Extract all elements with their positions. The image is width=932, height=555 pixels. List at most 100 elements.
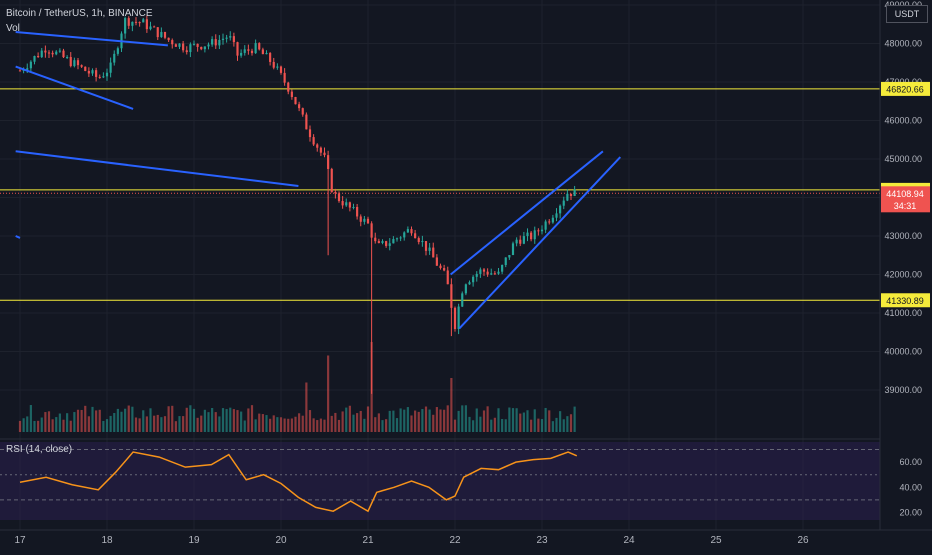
candle-body <box>526 232 529 237</box>
volume-bar <box>203 409 206 432</box>
volume-bars <box>18 342 576 432</box>
volume-bar <box>87 416 90 432</box>
volume-bar <box>508 407 511 432</box>
volume-bar <box>555 417 558 432</box>
volume-bar <box>174 421 177 432</box>
candle-body <box>475 273 478 277</box>
candle-body <box>399 237 402 239</box>
volume-bar <box>479 416 482 432</box>
volume-bar <box>95 410 98 432</box>
y-tick-label: 45000.00 <box>884 154 922 164</box>
candle-body <box>203 46 206 50</box>
volume-bar <box>559 411 562 432</box>
volume-bar <box>109 415 112 432</box>
volume-bar <box>18 420 22 432</box>
volume-bar <box>189 405 192 432</box>
candle-body <box>95 70 98 77</box>
volume-bar <box>102 420 105 432</box>
y-tick-label: 42000.00 <box>884 270 922 280</box>
candle-body <box>482 269 486 272</box>
volume-bar <box>120 411 123 432</box>
volume-bar <box>403 409 406 432</box>
volume-bar <box>399 408 402 432</box>
candle-body <box>279 66 283 73</box>
candle-body <box>142 19 145 23</box>
candle-body <box>530 232 533 240</box>
volume-bar <box>526 410 529 432</box>
y-tick-label: 46000.00 <box>884 116 922 126</box>
volume-bar <box>453 419 457 432</box>
level-lines <box>0 88 880 301</box>
volume-bar <box>439 409 442 432</box>
candle-body <box>127 18 130 26</box>
candle-body <box>113 53 116 63</box>
candle-body <box>236 42 239 56</box>
volume-bar <box>178 416 181 432</box>
y-tick-label: 40000.00 <box>884 347 922 357</box>
candle-body <box>395 238 399 240</box>
rsi-tick-label: 40.00 <box>899 482 922 492</box>
trendline <box>15 150 299 187</box>
volume-bar <box>533 409 536 432</box>
candle-body <box>272 61 275 68</box>
candle-body <box>421 241 424 243</box>
volume-bar <box>323 419 326 432</box>
candle-body <box>374 237 377 242</box>
volume-bar <box>544 407 547 432</box>
volume-bar <box>287 418 290 432</box>
price-tag-label: 46820.66 <box>886 84 924 94</box>
candle-body <box>76 60 80 66</box>
candle-body <box>548 221 551 223</box>
volume-bar <box>47 411 51 432</box>
candle-body <box>229 36 232 38</box>
trendlines <box>15 30 622 330</box>
y-tick-label: 48000.00 <box>884 39 922 49</box>
volume-bar <box>468 416 471 432</box>
candle-body <box>301 108 304 115</box>
candle-body <box>569 193 573 197</box>
volume-bar <box>225 409 228 432</box>
volume-bar <box>250 405 254 432</box>
trendline <box>15 65 134 110</box>
candle-body <box>479 269 482 274</box>
candle-body <box>44 50 47 53</box>
volume-bar <box>330 415 333 432</box>
candle-body <box>388 243 391 246</box>
candle-body <box>98 76 101 78</box>
volume-bar <box>569 414 573 432</box>
volume-bar <box>196 417 199 432</box>
candle-body <box>163 32 167 38</box>
candle-body <box>283 72 286 83</box>
x-tick-label: 23 <box>536 535 548 546</box>
candle-body <box>269 53 272 62</box>
symbol-title: Bitcoin / TetherUS, 1h, BINANCE <box>6 8 153 19</box>
rsi-line <box>19 451 578 513</box>
candle-body <box>55 51 58 55</box>
candle-body <box>247 49 250 51</box>
candle-body <box>533 230 536 240</box>
candle-body <box>200 46 203 50</box>
volume-bar <box>327 355 330 432</box>
rsi-line <box>19 451 578 513</box>
volume-bar <box>501 419 504 432</box>
candle-body <box>174 44 177 47</box>
candle-body <box>240 52 243 56</box>
candle-body <box>359 216 362 222</box>
candle-body <box>192 43 196 45</box>
volume-bar <box>410 415 413 432</box>
volume-bar <box>301 415 304 432</box>
x-tick-label: 20 <box>275 535 287 546</box>
candle-body <box>40 50 43 58</box>
volume-bar <box>142 410 145 432</box>
volume-bar <box>276 417 279 432</box>
candle-body <box>276 66 279 68</box>
candle-body <box>62 50 65 58</box>
candle-body <box>149 26 152 30</box>
currency-button[interactable]: USDT <box>886 5 928 23</box>
candle-body <box>435 257 438 266</box>
candle-body <box>189 44 192 53</box>
candle-body <box>406 229 409 233</box>
